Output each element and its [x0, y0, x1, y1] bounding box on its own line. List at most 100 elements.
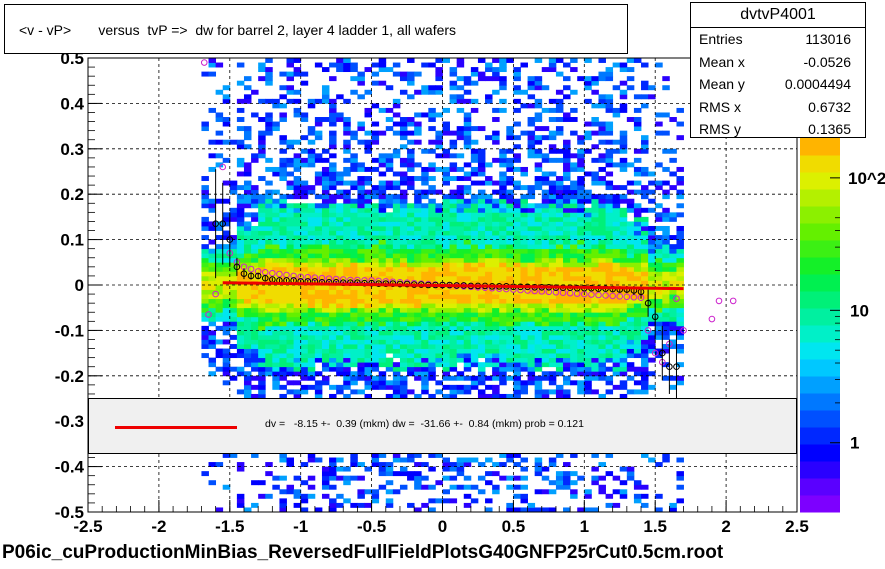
- heatmap-cell: [676, 471, 684, 477]
- heatmap-cell: [321, 466, 330, 472]
- heatmap-cell: [236, 289, 245, 295]
- heatmap-cell: [357, 162, 365, 168]
- heatmap-cell: [364, 280, 372, 286]
- heatmap-cell: [321, 289, 330, 295]
- heatmap-cell: [633, 171, 642, 177]
- heatmap-cell: [534, 253, 543, 259]
- heatmap-cell: [307, 384, 316, 390]
- heatmap-cell: [577, 325, 585, 331]
- heatmap-cell: [272, 362, 280, 368]
- heatmap-cell: [485, 94, 493, 100]
- heatmap-cell: [612, 330, 621, 336]
- heatmap-cell: [662, 194, 670, 200]
- heatmap-cell: [300, 189, 309, 195]
- heatmap-cell: [534, 275, 543, 281]
- heatmap-cell: [222, 303, 231, 309]
- heatmap-cell: [513, 294, 521, 300]
- heatmap-cell: [279, 235, 287, 240]
- heatmap-cell: [371, 230, 380, 236]
- heatmap-cell: [463, 493, 472, 499]
- heatmap-cell: [350, 380, 358, 386]
- heatmap-cell: [477, 307, 486, 313]
- heatmap-cell: [676, 176, 684, 181]
- heatmap-cell: [385, 212, 394, 218]
- heatmap-cell: [392, 303, 401, 309]
- heatmap-cell: [208, 58, 217, 63]
- heatmap-cell: [392, 375, 401, 381]
- heatmap-cell: [527, 153, 536, 159]
- heatmap-cell: [215, 198, 224, 204]
- heatmap-cell: [470, 375, 479, 381]
- heatmap-cell: [421, 244, 429, 250]
- heatmap-cell: [470, 239, 479, 245]
- heatmap-cell: [265, 275, 273, 281]
- profile-point-black: [673, 363, 680, 371]
- heatmap-cell: [258, 76, 266, 82]
- heatmap-cell: [243, 334, 252, 340]
- heatmap-cell: [314, 62, 323, 68]
- heatmap-cell: [676, 235, 684, 240]
- heatmap-cell: [243, 244, 252, 250]
- heatmap-cell: [399, 334, 408, 340]
- heatmap-cell: [279, 85, 287, 91]
- heatmap-cell: [577, 203, 585, 209]
- heatmap-cell: [477, 148, 486, 154]
- heatmap-cell: [251, 303, 259, 309]
- heatmap-cell: [293, 493, 302, 499]
- heatmap-cell: [279, 325, 287, 331]
- palette-swatch: [800, 410, 840, 428]
- heatmap-cell: [570, 452, 578, 458]
- heatmap-cell: [570, 275, 578, 281]
- heatmap-cell: [485, 62, 493, 68]
- heatmap-cell: [456, 98, 465, 104]
- heatmap-cell: [399, 457, 408, 463]
- heatmap-cell: [258, 221, 266, 227]
- heatmap-cell: [265, 198, 273, 204]
- heatmap-cell: [251, 230, 259, 236]
- heatmap-cell: [591, 76, 599, 82]
- heatmap-cell: [329, 457, 337, 463]
- heatmap-cell: [485, 76, 493, 82]
- heatmap-cell: [364, 321, 372, 327]
- heatmap-cell: [626, 298, 635, 304]
- heatmap-cell: [272, 216, 280, 222]
- heatmap-cell: [442, 257, 450, 263]
- heatmap-cell: [477, 221, 486, 227]
- heatmap-cell: [385, 67, 394, 73]
- heatmap-cell: [662, 375, 670, 381]
- heatmap-cell: [336, 330, 344, 336]
- heatmap-cell: [414, 162, 422, 168]
- heatmap-cell: [371, 203, 380, 209]
- y-tick-label: -0.5: [55, 503, 84, 522]
- profile-point-magenta: [644, 327, 652, 334]
- heatmap-cell: [626, 339, 635, 345]
- heatmap-cell: [541, 235, 550, 240]
- heatmap-cell: [414, 248, 422, 254]
- heatmap-cell: [548, 362, 557, 368]
- heatmap-cell: [229, 344, 238, 349]
- heatmap-cell: [492, 462, 500, 467]
- heatmap-cell: [641, 266, 649, 272]
- heatmap-cell: [506, 298, 514, 304]
- heatmap-cell: [357, 257, 365, 263]
- heatmap-cell: [506, 307, 514, 313]
- heatmap-cell: [399, 176, 408, 181]
- heatmap-cell: [435, 244, 443, 250]
- heatmap-cell: [577, 384, 585, 390]
- heatmap-cell: [279, 307, 287, 313]
- heatmap-cell: [641, 253, 649, 259]
- heatmap-cell: [548, 298, 557, 304]
- heatmap-cell: [272, 344, 280, 349]
- heatmap-cell: [300, 135, 309, 141]
- heatmap-cell: [633, 280, 642, 286]
- heatmap-cell: [307, 371, 316, 377]
- heatmap-cell: [435, 339, 443, 345]
- heatmap-cell: [584, 225, 592, 231]
- heatmap-cell: [612, 257, 621, 263]
- heatmap-cell: [548, 212, 557, 218]
- heatmap-cell: [449, 244, 458, 250]
- heatmap-cell: [563, 321, 571, 327]
- heatmap-cell: [414, 189, 422, 195]
- heatmap-cell: [470, 207, 479, 213]
- heatmap-cell: [506, 244, 514, 250]
